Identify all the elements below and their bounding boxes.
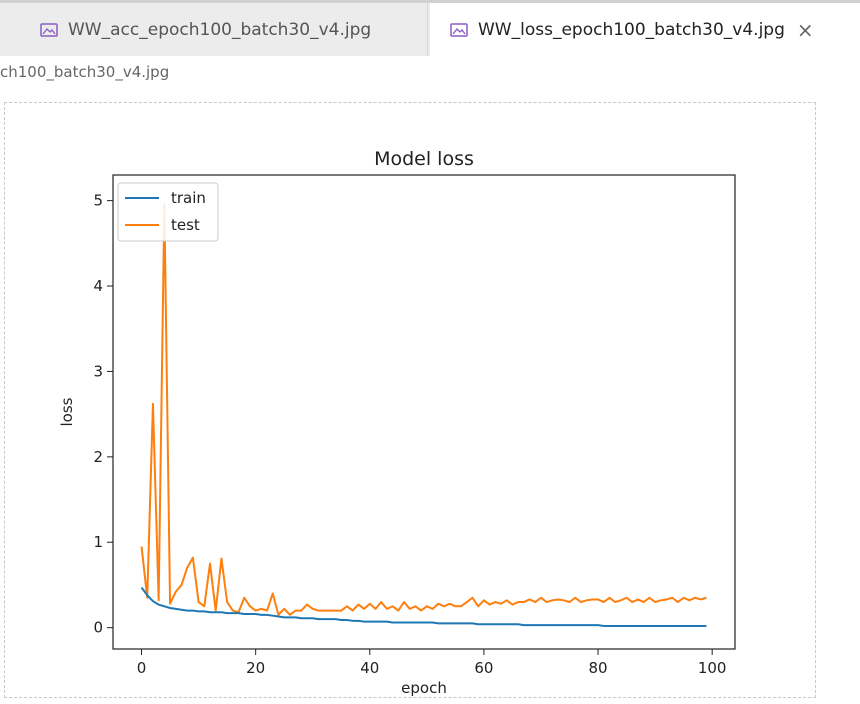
x-tick-label: 40 — [360, 659, 379, 677]
breadcrumb: ch100_batch30_v4.jpg — [0, 63, 170, 81]
x-tick-label: 80 — [588, 659, 607, 677]
tab-label: WW_loss_epoch100_batch30_v4.jpg — [478, 19, 785, 40]
tab-bar: WW_acc_epoch100_batch30_v4.jpg WW_loss_e… — [0, 0, 860, 56]
tab-label: WW_acc_epoch100_batch30_v4.jpg — [68, 19, 372, 40]
series-line-test — [140, 203, 707, 616]
legend-train-label: train — [171, 189, 206, 207]
tab-acc-image[interactable]: WW_acc_epoch100_batch30_v4.jpg — [30, 3, 428, 56]
image-file-icon — [40, 22, 58, 37]
chart-title: Model loss — [374, 148, 474, 170]
loss-chart: 0 20 40 60 80 100 0 1 2 3 4 5 Model loss epoch loss… — [58, 148, 736, 697]
x-axis-label: epoch — [401, 679, 447, 697]
y-axis-label: loss — [58, 397, 76, 426]
x-tick-label: 0 — [137, 659, 147, 677]
y-tick-label: 4 — [93, 277, 103, 295]
close-icon[interactable]: × — [796, 17, 814, 42]
plot-area — [112, 174, 736, 650]
legend: train test — [117, 182, 219, 242]
image-file-icon — [450, 22, 468, 37]
y-tick-label: 2 — [93, 448, 103, 466]
y-tick-label: 1 — [93, 533, 103, 551]
y-tick-label: 0 — [93, 619, 103, 637]
x-tick-label: 20 — [246, 659, 265, 677]
series-line-train — [140, 586, 707, 627]
legend-test-label: test — [171, 216, 200, 234]
x-tick-label: 100 — [698, 659, 727, 677]
x-tick-label: 60 — [474, 659, 493, 677]
y-tick-label: 3 — [93, 362, 103, 380]
tab-loss-image[interactable]: WW_loss_epoch100_batch30_v4.jpg × — [430, 3, 860, 56]
y-tick-label: 5 — [93, 192, 103, 210]
